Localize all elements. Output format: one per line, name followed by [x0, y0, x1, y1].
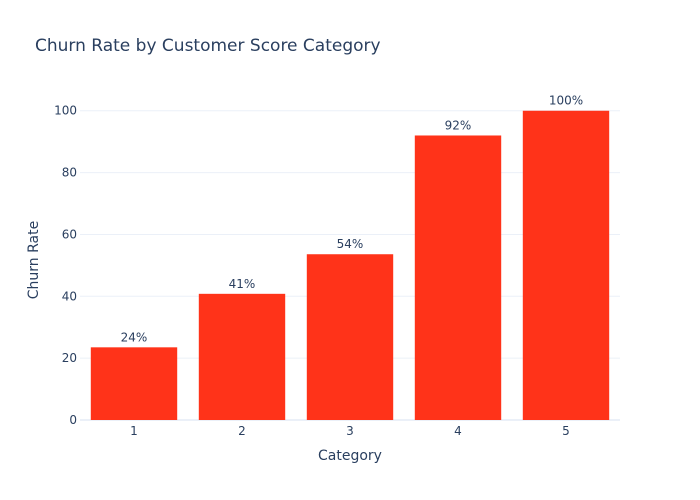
y-tick-label: 20 — [62, 351, 77, 365]
bar-3[interactable] — [306, 254, 394, 420]
x-tick-label-5: 5 — [562, 424, 570, 438]
data-label-1: 24% — [121, 330, 148, 344]
x-tick-label-2: 2 — [238, 424, 246, 438]
bar-5[interactable] — [522, 110, 610, 421]
x-axis-title: Category — [318, 448, 382, 464]
y-axis-ticks: 0 20 40 60 80 100 — [54, 104, 77, 427]
data-labels: 24% 41% 54% 92% 100% — [121, 94, 583, 345]
bar-4[interactable] — [414, 135, 502, 420]
y-axis-title: Churn Rate — [26, 221, 42, 299]
y-tick-label: 80 — [62, 166, 77, 180]
y-tick-label: 0 — [69, 413, 77, 427]
x-tick-label-3: 3 — [346, 424, 354, 438]
y-tick-label: 60 — [62, 227, 77, 241]
x-axis-ticks: 1 2 3 4 5 — [130, 424, 570, 438]
data-label-3: 54% — [337, 237, 364, 251]
x-tick-label-1: 1 — [130, 424, 138, 438]
data-label-4: 92% — [445, 118, 472, 132]
y-tick-label: 100 — [54, 104, 77, 118]
x-tick-label-4: 4 — [454, 424, 462, 438]
data-label-5: 100% — [549, 94, 583, 108]
bar-2[interactable] — [198, 293, 286, 420]
data-label-2: 41% — [229, 277, 256, 291]
bar-1[interactable] — [90, 347, 178, 420]
y-tick-label: 40 — [62, 289, 77, 303]
bars — [90, 110, 610, 421]
chart-title: Churn Rate by Customer Score Category — [35, 36, 381, 56]
